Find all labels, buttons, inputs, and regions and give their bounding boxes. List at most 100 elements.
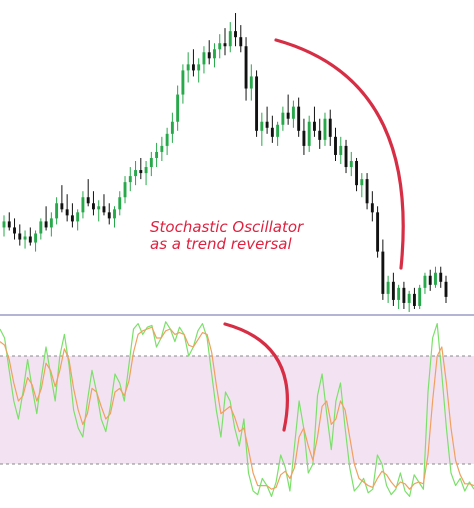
candle: [307, 115, 311, 152]
candle-body: [18, 233, 22, 240]
candle: [270, 115, 274, 143]
candle: [376, 206, 380, 258]
stochastic-line-d: [0, 326, 474, 490]
candle-body: [313, 121, 316, 131]
candle-body: [160, 145, 164, 152]
candle: [186, 52, 190, 83]
candle-body: [302, 130, 306, 146]
candle: [439, 266, 443, 288]
candle-body: [291, 106, 295, 119]
candle-body: [286, 112, 290, 119]
candle-body: [249, 76, 253, 89]
candle: [149, 151, 153, 177]
candle: [286, 94, 290, 125]
candle: [365, 173, 369, 210]
candle-body: [70, 215, 74, 222]
candle: [302, 118, 306, 155]
candle-body: [360, 179, 364, 186]
candle-body: [176, 94, 180, 122]
candle: [181, 64, 185, 104]
candle-body: [381, 251, 385, 294]
candle: [123, 176, 127, 204]
candle: [223, 28, 227, 56]
candle-body: [107, 212, 111, 219]
candle-body: [339, 145, 343, 155]
candle: [155, 142, 159, 168]
candle-body: [270, 127, 274, 137]
candle-body: [428, 275, 432, 285]
candle: [170, 112, 174, 143]
candle-body: [349, 161, 353, 168]
candle: [344, 139, 348, 174]
candle-body: [344, 145, 348, 168]
candle: [228, 22, 232, 53]
candle-body: [328, 118, 332, 137]
candle: [397, 284, 401, 309]
candle-body: [118, 197, 122, 210]
candle: [323, 112, 327, 146]
candle-body: [113, 209, 116, 219]
candle-body: [407, 293, 411, 303]
candle-body: [386, 281, 390, 294]
candle-body: [276, 124, 280, 137]
candle-body: [186, 64, 190, 71]
candle: [207, 40, 211, 65]
candle: [407, 290, 411, 312]
candle: [234, 13, 237, 47]
candle-body: [134, 170, 137, 177]
candle-body: [218, 43, 222, 50]
candle-body: [28, 236, 32, 243]
candle-body: [412, 293, 416, 306]
stochastic-band-fill: [0, 356, 474, 464]
candle-body: [44, 221, 48, 228]
candle: [391, 272, 395, 306]
candle-body: [213, 49, 216, 59]
candle: [70, 203, 74, 228]
candle: [102, 194, 106, 216]
candle-body: [434, 272, 437, 285]
candle: [244, 37, 248, 101]
annotation-line-2: as a trend reversal: [150, 235, 292, 253]
candle: [339, 136, 343, 165]
candle-body: [191, 64, 195, 71]
candle-body: [323, 118, 327, 140]
candle: [18, 224, 22, 246]
candle-body: [244, 46, 248, 89]
stochastic-line-k: [0, 321, 474, 497]
candle-body: [181, 70, 185, 95]
candle: [113, 206, 116, 228]
candle: [381, 239, 385, 300]
candle: [423, 272, 427, 294]
candle-body: [228, 31, 232, 47]
candle-body: [318, 130, 322, 140]
candle: [370, 191, 374, 222]
candle-body: [149, 157, 153, 168]
candle-body: [355, 161, 358, 186]
candle-body: [444, 281, 448, 297]
candle-body: [234, 31, 237, 38]
price-reversal-arc: [274, 38, 405, 270]
candle-body: [391, 281, 395, 300]
candle: [360, 173, 364, 198]
candle: [313, 106, 316, 137]
candle-body: [365, 179, 369, 204]
candle-body: [197, 64, 201, 71]
candle: [44, 206, 48, 231]
candle: [281, 106, 285, 131]
candle: [65, 194, 69, 222]
candle-body: [239, 37, 243, 47]
candle: [297, 97, 301, 137]
candle: [55, 197, 59, 225]
candle: [255, 70, 259, 137]
candle: [60, 185, 64, 213]
candle-body: [307, 121, 311, 146]
candle: [444, 275, 448, 303]
candle-body: [55, 203, 59, 219]
candle: [13, 218, 16, 240]
candle: [39, 218, 43, 240]
candle-body: [170, 121, 174, 134]
candle: [160, 136, 164, 161]
candle-body: [92, 203, 95, 210]
candle: [428, 269, 432, 291]
candle-body: [223, 43, 227, 47]
